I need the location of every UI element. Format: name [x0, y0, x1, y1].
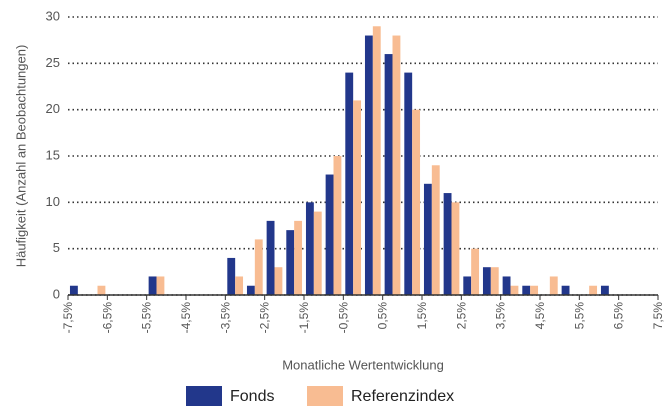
bar [589, 285, 598, 295]
bar [305, 202, 314, 295]
bar [482, 267, 491, 295]
bar [392, 35, 401, 296]
y-tick-label: 0 [53, 286, 60, 301]
x-tick-label: -6,5% [100, 302, 114, 334]
x-tick-label: -2,5% [258, 302, 272, 334]
x-tick-label: -5,5% [140, 302, 154, 334]
bar [600, 285, 609, 295]
bar [502, 276, 511, 295]
x-tick-label: 6,5% [612, 302, 626, 330]
bar [561, 285, 570, 295]
legend-swatch [186, 386, 222, 406]
bar [372, 26, 381, 296]
bar [227, 257, 236, 295]
bar [246, 285, 255, 295]
bar [333, 156, 342, 295]
bar [404, 72, 413, 295]
y-tick-label: 10 [46, 194, 60, 209]
legend-label: Referenzindex [351, 388, 454, 405]
bar [148, 276, 157, 295]
bar [431, 165, 440, 295]
bar [522, 285, 531, 295]
bar [510, 285, 519, 295]
bar [156, 276, 165, 295]
x-tick-label: -3,5% [218, 302, 232, 334]
bar [549, 276, 558, 295]
x-tick-label: -0,5% [336, 302, 350, 334]
x-tick-label: 3,5% [494, 302, 508, 330]
x-tick-label: -4,5% [179, 302, 193, 334]
bar [266, 220, 275, 295]
bar [235, 276, 244, 295]
x-tick-label: 2,5% [454, 302, 468, 330]
y-tick-label: 30 [46, 8, 60, 23]
bar [423, 183, 432, 295]
x-axis-title: Monatliche Wertentwicklung [282, 357, 444, 372]
x-tick-label: -1,5% [297, 302, 311, 334]
bar [384, 54, 393, 295]
x-tick-label: 5,5% [572, 302, 586, 330]
bar [490, 267, 499, 295]
bar [274, 267, 283, 295]
bar [353, 100, 362, 296]
bar [364, 35, 373, 296]
bar [345, 72, 354, 295]
bar [286, 230, 295, 295]
y-tick-label: 5 [53, 240, 60, 255]
bar [325, 174, 334, 295]
x-tick-label: 7,5% [651, 302, 665, 330]
legend-label: Fonds [230, 388, 274, 405]
bar [471, 248, 480, 295]
y-tick-label: 15 [46, 147, 60, 162]
x-tick-label: 1,5% [415, 302, 429, 330]
bar [313, 211, 322, 295]
legend-swatch [307, 386, 343, 406]
bar [69, 285, 78, 295]
y-tick-label: 20 [46, 101, 60, 116]
y-tick-label: 25 [46, 55, 60, 70]
bar [97, 285, 106, 295]
bar [412, 109, 421, 296]
x-tick-label: 0,5% [376, 302, 390, 330]
bar [530, 285, 539, 295]
bar [451, 202, 460, 295]
bar [294, 220, 303, 295]
bar [463, 276, 472, 295]
y-axis-title: Häufigkeit (Anzahl an Beobachtungen) [13, 45, 28, 268]
x-tick-label: 4,5% [533, 302, 547, 330]
bar [254, 239, 263, 295]
bar [443, 193, 452, 295]
x-tick-label: -7,5% [61, 302, 75, 334]
